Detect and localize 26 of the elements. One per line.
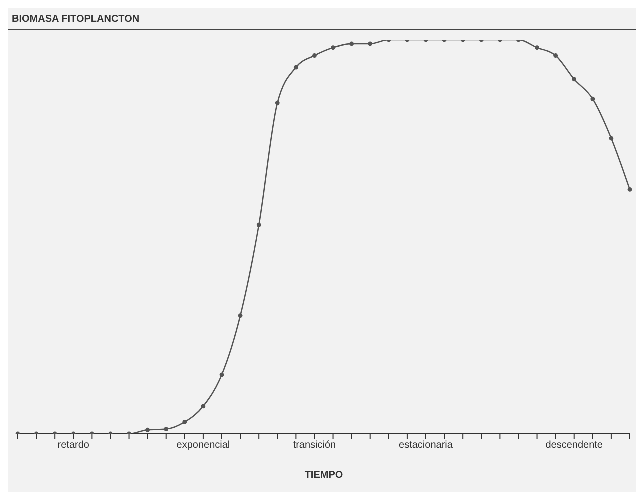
point bbox=[146, 428, 150, 432]
point bbox=[554, 54, 558, 58]
x-axis-title: TIEMPO bbox=[304, 470, 344, 481]
x-tick-label: estacionaria bbox=[399, 440, 454, 452]
point bbox=[331, 46, 336, 50]
point bbox=[164, 427, 169, 432]
x-tick-label: descendente bbox=[546, 440, 604, 452]
point bbox=[572, 77, 577, 82]
point bbox=[275, 100, 280, 106]
point bbox=[535, 46, 540, 50]
x-tick-label: exponencial bbox=[176, 440, 230, 452]
point bbox=[312, 54, 317, 58]
point bbox=[256, 222, 262, 228]
point bbox=[220, 372, 224, 378]
point bbox=[350, 42, 354, 46]
chart-title: BIOMASA FITOPLANCTON bbox=[8, 8, 636, 30]
point bbox=[294, 65, 298, 70]
point bbox=[201, 404, 206, 409]
point bbox=[609, 136, 614, 141]
x-tick-label: transición bbox=[293, 440, 336, 452]
point bbox=[182, 420, 188, 424]
point bbox=[238, 314, 243, 318]
point bbox=[628, 188, 632, 192]
point bbox=[368, 42, 373, 46]
point bbox=[590, 96, 596, 102]
x-tick-label: retardo bbox=[58, 440, 90, 452]
